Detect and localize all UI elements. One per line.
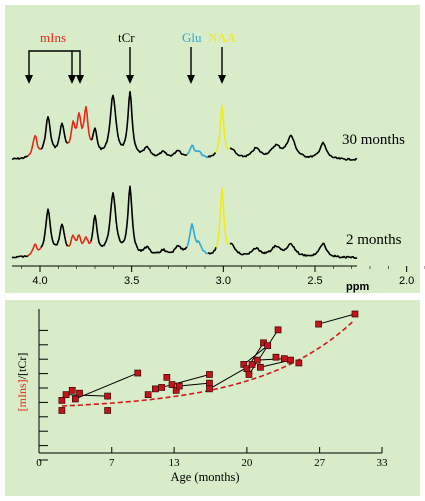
peak-arrows bbox=[28, 47, 223, 77]
data-point bbox=[315, 320, 322, 328]
pair-line bbox=[179, 382, 210, 387]
x-tick-label: 0 bbox=[36, 457, 42, 469]
pair-line bbox=[75, 372, 138, 400]
scatter-panel-background bbox=[5, 300, 420, 496]
ppm-tick-label: 2.0 bbox=[399, 275, 414, 287]
data-point bbox=[76, 389, 83, 397]
data-point bbox=[144, 391, 152, 398]
data-point bbox=[248, 361, 256, 368]
data-point bbox=[351, 310, 359, 318]
data-point bbox=[134, 369, 142, 377]
y-axis-label: [mIns]/[tCr] bbox=[15, 353, 29, 412]
data-point bbox=[104, 392, 111, 400]
spectrum-30-months bbox=[11, 90, 358, 161]
x-tick-label: 7 bbox=[109, 457, 115, 469]
arrow-heads bbox=[25, 75, 226, 84]
data-point bbox=[274, 326, 282, 334]
data-point bbox=[175, 382, 183, 390]
trace-label-2-months: 2 months bbox=[346, 232, 402, 248]
pair-line bbox=[257, 358, 285, 361]
spectrum-segment bbox=[67, 105, 92, 144]
spectrum-segment bbox=[27, 134, 41, 157]
data-point bbox=[272, 353, 280, 361]
pair-line bbox=[318, 313, 356, 325]
x-axis-ticks: 0 7 13 20 27 33 bbox=[36, 447, 388, 469]
data-point bbox=[163, 374, 171, 381]
pair-line bbox=[66, 394, 108, 397]
spectra-panel-background bbox=[5, 5, 420, 293]
data-point bbox=[72, 395, 79, 403]
data-point bbox=[295, 359, 303, 367]
ppm-axis-unit: ppm bbox=[346, 281, 369, 293]
ppm-tick-label: 3.0 bbox=[216, 275, 231, 287]
data-point bbox=[68, 386, 76, 394]
data-point bbox=[206, 385, 213, 393]
data-point bbox=[104, 407, 111, 414]
spectrum-segment bbox=[90, 90, 188, 157]
data-point bbox=[280, 355, 288, 362]
data-point bbox=[287, 356, 294, 364]
mins-bracket-arrow bbox=[28, 50, 81, 77]
y-axis-label-mins: [mIns] bbox=[15, 379, 29, 411]
y-axis-label-tcr: /[tCr] bbox=[15, 353, 29, 380]
data-point bbox=[58, 397, 66, 404]
x-tick-label: 33 bbox=[377, 457, 389, 469]
data-point bbox=[245, 371, 253, 378]
spectrum-segment bbox=[229, 134, 358, 161]
x-tick-label: 13 bbox=[169, 457, 181, 469]
data-point bbox=[58, 407, 66, 414]
spectrum-segment bbox=[40, 208, 69, 248]
data-point bbox=[62, 391, 70, 398]
spectrum-2-months bbox=[11, 185, 358, 260]
arrowhead-4 bbox=[126, 75, 134, 84]
tcr-peak-label: tCr bbox=[118, 30, 135, 45]
spectrum-segment bbox=[186, 223, 209, 255]
spectrum-segment bbox=[67, 234, 92, 247]
glu-peak-label: Glu bbox=[182, 30, 202, 45]
data-point bbox=[158, 384, 165, 391]
spectrum-segment bbox=[207, 152, 216, 158]
spectrum-segment bbox=[207, 246, 217, 255]
spectrum-segment bbox=[90, 185, 188, 254]
scatter-plot: 0 7 13 20 27 33 bbox=[36, 309, 388, 469]
x-tick-label: 27 bbox=[314, 457, 326, 469]
spectrum-segment bbox=[11, 255, 29, 259]
data-point bbox=[152, 385, 159, 393]
ppm-tick-label: 4.0 bbox=[32, 275, 47, 287]
ppm-tick-label: 2.5 bbox=[307, 275, 322, 287]
spectrum-segment bbox=[40, 116, 69, 150]
spectrum-segment bbox=[229, 242, 358, 260]
spectrum-segment bbox=[215, 187, 231, 248]
arrowhead-3 bbox=[76, 75, 84, 84]
arrowhead-6 bbox=[218, 75, 226, 84]
data-point bbox=[257, 363, 264, 371]
arrowhead-2 bbox=[68, 75, 76, 84]
ppm-axis-ticks: 4.03.53.02.52.01.51.0 bbox=[21, 266, 425, 287]
mins-peak-label: mIns bbox=[40, 30, 66, 45]
y-axis-ticks bbox=[39, 329, 48, 461]
trace-label-30-months: 30 months bbox=[342, 132, 405, 148]
naa-peak-label: NAA bbox=[208, 30, 237, 45]
spectrum-segment bbox=[11, 155, 29, 160]
spectrum-segment bbox=[215, 104, 230, 154]
spectrum-segment bbox=[186, 144, 209, 159]
data-point bbox=[206, 371, 213, 378]
x-tick-label: 20 bbox=[241, 457, 253, 469]
spectrum-segment bbox=[27, 243, 42, 257]
arrowhead-1 bbox=[25, 75, 33, 84]
data-point bbox=[253, 356, 261, 364]
x-axis-label: Age (months) bbox=[170, 470, 239, 484]
ppm-tick-label: 3.5 bbox=[124, 275, 139, 287]
data-points bbox=[58, 310, 359, 414]
arrowhead-5 bbox=[187, 75, 195, 84]
data-point bbox=[168, 381, 176, 388]
data-point bbox=[206, 379, 213, 387]
data-point bbox=[264, 342, 272, 350]
